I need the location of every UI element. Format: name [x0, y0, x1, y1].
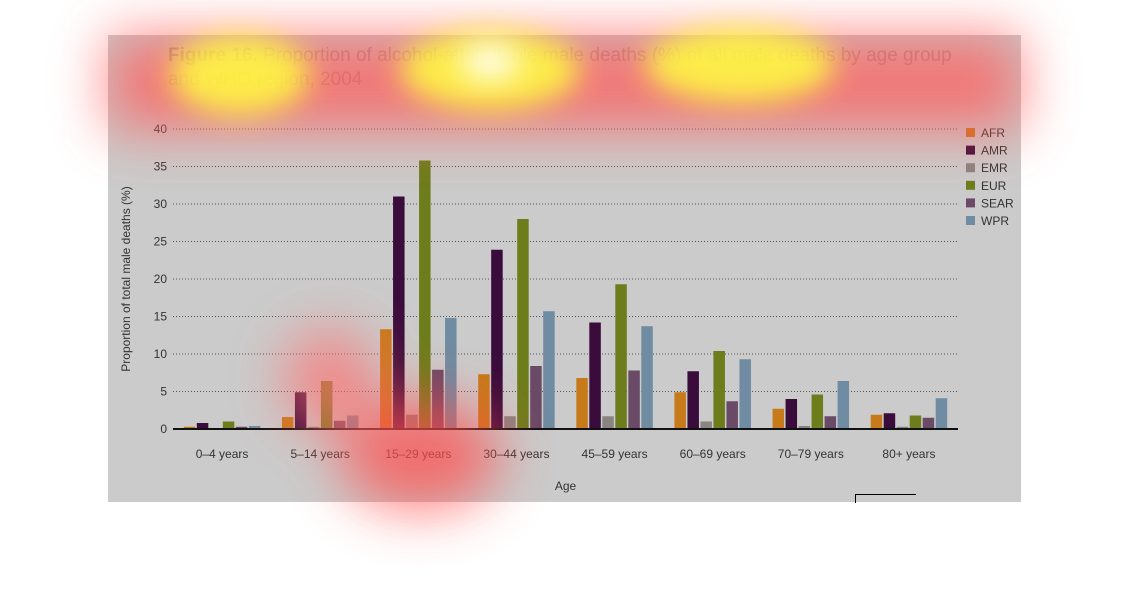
bar-eur — [517, 219, 529, 429]
bar-afr — [772, 408, 785, 429]
bar-sear — [824, 416, 837, 429]
bar-eur — [909, 415, 922, 429]
bar-wpr — [445, 318, 457, 429]
bar-afr — [674, 392, 686, 429]
bar-emr — [896, 426, 909, 429]
y-tick-label: 0 — [160, 422, 167, 436]
bar-wpr — [346, 415, 359, 429]
bar-sear — [628, 370, 640, 429]
x-tick-label: 15–29 years — [385, 447, 451, 461]
y-tick-label: 40 — [154, 122, 168, 136]
legend-label-wpr: WPR — [981, 214, 1009, 228]
scale-marker-line — [855, 494, 916, 503]
bar-emr — [798, 426, 811, 429]
y-tick-label: 15 — [154, 310, 168, 324]
legend-label-sear: SEAR — [981, 196, 1014, 210]
x-tick-label: 0–4 years — [196, 447, 249, 461]
x-tick-label: 45–59 years — [582, 447, 648, 461]
legend-swatch-eur — [966, 180, 975, 190]
bar-wpr — [935, 398, 948, 429]
bar-wpr — [543, 311, 555, 429]
bar-sear — [333, 420, 346, 429]
legend-swatch-amr — [966, 145, 975, 155]
legend-swatch-sear — [966, 198, 975, 208]
bar-amr — [883, 413, 896, 429]
bar-sear — [530, 366, 542, 429]
bar-afr — [870, 414, 883, 429]
legend-swatch-wpr — [966, 216, 975, 225]
bar-afr — [380, 329, 392, 429]
bar-eur — [615, 284, 627, 429]
x-tick-label: 80+ years — [882, 447, 935, 461]
bar-afr — [281, 417, 294, 429]
bar-amr — [294, 392, 307, 429]
bar-wpr — [641, 326, 653, 429]
bar-sear — [922, 417, 935, 429]
bar-emr — [602, 416, 614, 429]
x-axis-label: Age — [555, 479, 577, 493]
bar-afr — [576, 378, 588, 429]
y-axis-label: Proportion of total male deaths (%) — [119, 186, 133, 371]
bar-wpr — [248, 426, 261, 429]
bar-eur — [222, 421, 235, 429]
bar-amr — [491, 249, 503, 429]
bar-eur — [811, 394, 824, 429]
legend-label-emr: EMR — [981, 161, 1008, 175]
y-tick-label: 30 — [154, 197, 168, 211]
x-tick-label: 30–44 years — [483, 447, 549, 461]
bar-sear — [235, 426, 248, 429]
bar-wpr — [837, 381, 850, 429]
x-tick-label: 60–69 years — [680, 447, 746, 461]
bar-eur — [713, 351, 725, 429]
bar-afr — [478, 374, 490, 429]
legend-label-afr: AFR — [981, 126, 1005, 140]
bar-afr — [183, 426, 196, 429]
x-tick-label: 5–14 years — [291, 447, 350, 461]
bar-amr — [196, 423, 209, 429]
y-tick-label: 20 — [154, 272, 168, 286]
legend-swatch-afr — [966, 128, 975, 137]
y-tick-label: 35 — [154, 160, 168, 174]
bar-amr — [785, 399, 798, 429]
bar-emr — [700, 421, 712, 429]
bar-amr — [687, 371, 699, 429]
y-tick-label: 5 — [160, 385, 167, 399]
y-tick-label: 10 — [154, 347, 168, 361]
x-tick-label: 70–79 years — [778, 447, 844, 461]
bar-wpr — [739, 359, 751, 429]
legend-swatch-emr — [966, 163, 975, 173]
bar-sear — [432, 369, 444, 429]
bar-sear — [726, 401, 738, 429]
y-tick-label: 25 — [154, 235, 168, 249]
bar-amr — [589, 322, 601, 429]
bar-amr — [393, 196, 405, 429]
bar-emr — [406, 414, 418, 429]
bar-emr — [504, 416, 516, 429]
bar-eur — [320, 381, 333, 429]
legend-label-eur: EUR — [981, 179, 1007, 193]
bar-eur — [419, 160, 431, 429]
legend-label-amr: AMR — [981, 144, 1008, 158]
